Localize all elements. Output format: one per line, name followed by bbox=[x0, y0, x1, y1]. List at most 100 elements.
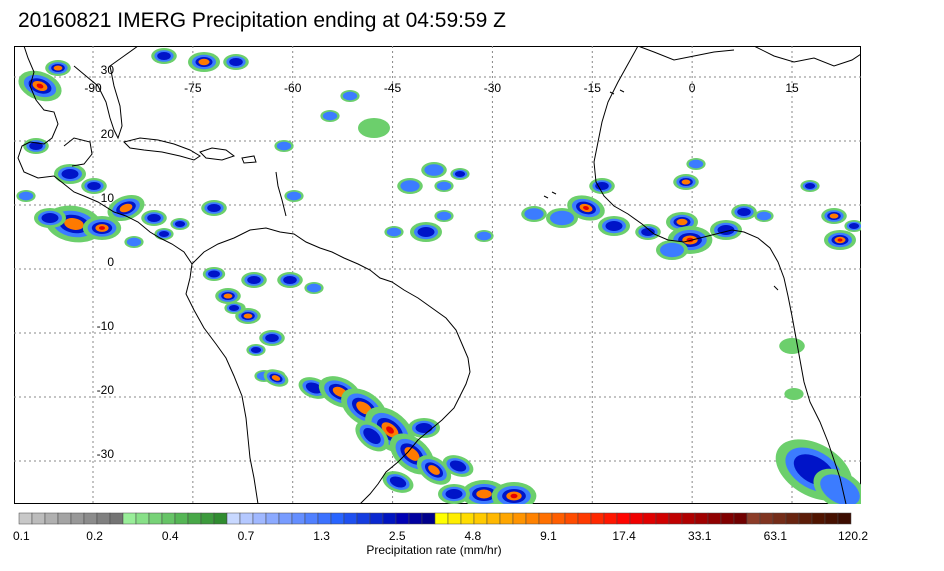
colorbar-cell bbox=[499, 512, 514, 525]
colorbar-cell bbox=[629, 512, 644, 525]
colorbar-cell bbox=[785, 512, 800, 525]
precip-cell bbox=[820, 474, 860, 504]
colorbar-cell bbox=[746, 512, 761, 525]
coastline bbox=[773, 285, 779, 291]
lon-label: -45 bbox=[384, 81, 402, 95]
colorbar-cell bbox=[798, 512, 813, 525]
lat-label: 0 bbox=[107, 255, 114, 269]
colorbar-cell bbox=[161, 512, 176, 525]
precip-cell bbox=[61, 169, 79, 179]
precip-cell bbox=[358, 118, 390, 138]
precip-cell bbox=[449, 460, 467, 472]
precip-cell bbox=[283, 276, 297, 284]
precip-cell bbox=[428, 465, 440, 475]
colorbar-cell bbox=[304, 512, 319, 525]
precip-cell bbox=[641, 228, 655, 236]
colorbar-cell bbox=[148, 512, 163, 525]
precip-cell bbox=[243, 313, 253, 319]
precip-cell bbox=[18, 191, 34, 201]
colorbar-cell bbox=[837, 512, 852, 525]
lon-label: -90 bbox=[84, 81, 102, 95]
coastline bbox=[275, 171, 287, 217]
precip-cell bbox=[286, 191, 302, 201]
colorbar-cell bbox=[174, 512, 189, 525]
precip-cell bbox=[595, 182, 609, 190]
colorbar-cell bbox=[512, 512, 527, 525]
graticule bbox=[14, 46, 861, 504]
precip-cell bbox=[147, 214, 161, 222]
colorbar-cell bbox=[109, 512, 124, 525]
colorbar-cell bbox=[343, 512, 358, 525]
precip-cell bbox=[415, 423, 433, 433]
colorbar-cell bbox=[642, 512, 657, 525]
precip-cell bbox=[276, 141, 292, 151]
precip-cell bbox=[265, 334, 279, 342]
precip-cell bbox=[510, 493, 518, 499]
precip-cell bbox=[550, 210, 574, 226]
coastline bbox=[593, 46, 847, 504]
colorbar-cell bbox=[733, 512, 748, 525]
colorbar-cell bbox=[239, 512, 254, 525]
map-title: 20160821 IMERG Precipitation ending at 0… bbox=[18, 9, 506, 32]
lon-label: -60 bbox=[284, 81, 302, 95]
precip-cell bbox=[681, 179, 691, 185]
colorbar-cell bbox=[824, 512, 839, 525]
colorbar-cell bbox=[447, 512, 462, 525]
precip-cell bbox=[476, 489, 492, 499]
colorbar-cell bbox=[382, 512, 397, 525]
colorbar-cell bbox=[616, 512, 631, 525]
precip-cell bbox=[386, 227, 402, 237]
colorbar-cell bbox=[44, 512, 59, 525]
coastline bbox=[637, 46, 735, 61]
precip-cell bbox=[305, 382, 323, 394]
colorbar-cell bbox=[577, 512, 592, 525]
colorbar-cell bbox=[18, 512, 33, 525]
colorbar-cell bbox=[278, 512, 293, 525]
colorbar-tick-label: 0.4 bbox=[162, 529, 179, 543]
colorbar-cell bbox=[96, 512, 111, 525]
lat-label: 10 bbox=[101, 191, 115, 205]
colorbar-tick-labels: 0.1 0.2 0.4 0.7 1.3 2.5 4.8 9.1 17.4 33.1 63.1 120.… bbox=[13, 529, 868, 543]
coastline bbox=[63, 137, 93, 167]
colorbar-cell bbox=[57, 512, 72, 525]
colorbar-cell bbox=[187, 512, 202, 525]
lon-label: 0 bbox=[689, 81, 696, 95]
colorbar-cell bbox=[70, 512, 85, 525]
colorbar: 0.1 0.2 0.4 0.7 1.3 2.5 4.8 9.1 17.4 33.1 63.1 120.… bbox=[13, 512, 868, 557]
colorbar-cell bbox=[486, 512, 501, 525]
colorbar-cell bbox=[525, 512, 540, 525]
coastline bbox=[543, 195, 549, 199]
lat-label: -30 bbox=[97, 447, 115, 461]
precip-cell bbox=[271, 375, 281, 381]
precip-cell bbox=[417, 227, 435, 237]
colorbar-cell bbox=[603, 512, 618, 525]
precip-cell bbox=[445, 489, 463, 499]
colorbar-cell bbox=[460, 512, 475, 525]
precip-cell bbox=[804, 183, 816, 189]
precip-cell bbox=[676, 218, 688, 226]
coastlines bbox=[17, 46, 861, 504]
precip-cell bbox=[737, 208, 751, 216]
colorbar-cell bbox=[135, 512, 150, 525]
precip-cell bbox=[87, 182, 101, 190]
precip-cell bbox=[41, 213, 59, 223]
coastline bbox=[109, 46, 139, 67]
precip-cell bbox=[400, 180, 420, 192]
precip-cell bbox=[363, 427, 381, 445]
precipitation-field bbox=[16, 48, 861, 504]
colorbar-cell bbox=[720, 512, 735, 525]
coastline bbox=[609, 91, 615, 95]
colorbar-cell bbox=[681, 512, 696, 525]
coastline bbox=[551, 191, 557, 195]
colorbar-cell bbox=[421, 512, 436, 525]
precip-cell bbox=[36, 83, 44, 89]
colorbar-cell bbox=[291, 512, 306, 525]
colorbar-cell bbox=[369, 512, 384, 525]
map-frame bbox=[14, 46, 861, 504]
precip-cell bbox=[356, 401, 372, 415]
colorbar-cell bbox=[31, 512, 46, 525]
lat-label: 30 bbox=[101, 63, 115, 77]
precip-cell bbox=[424, 164, 444, 176]
colorbar-cell bbox=[538, 512, 553, 525]
colorbar-cell bbox=[811, 512, 826, 525]
